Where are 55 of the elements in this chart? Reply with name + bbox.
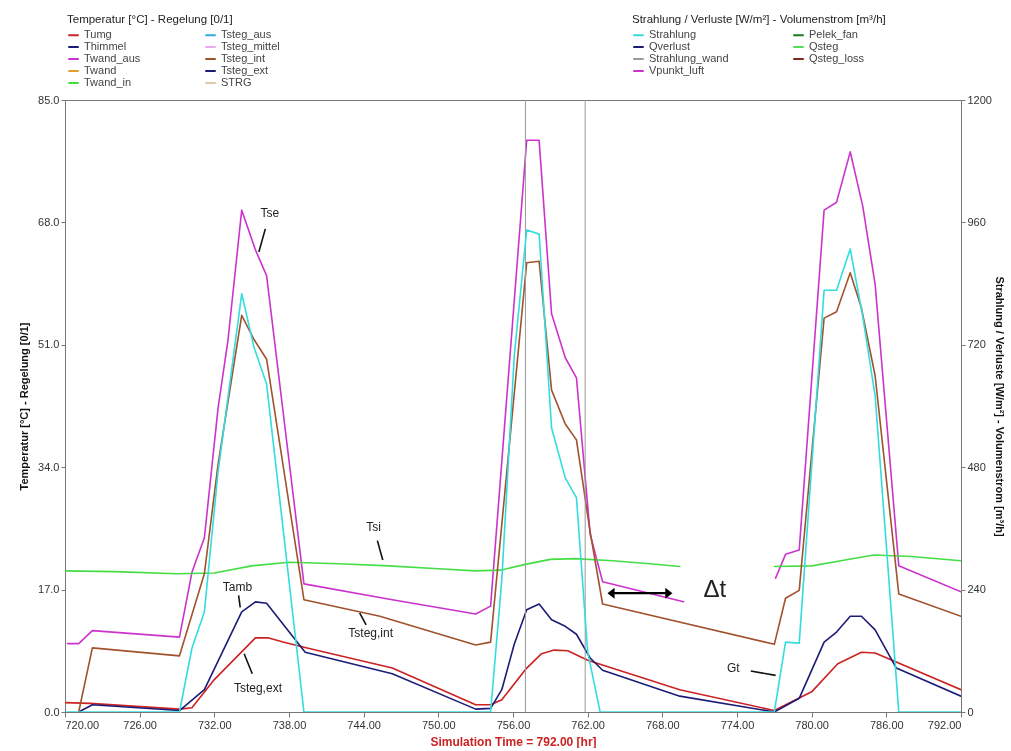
x-tick-label: 768.00 (646, 718, 680, 731)
y-tick-label: 17.0 (38, 583, 60, 596)
annotation: Tsteg,ext (233, 680, 283, 695)
annotation: Gt (726, 661, 741, 675)
y2-tick-label: 240 (967, 583, 986, 596)
y-tick-label: 51.0 (38, 338, 60, 351)
legend-label: Pelek_fan (809, 28, 858, 41)
legend-label: Vpunkt_luft (649, 64, 705, 76)
y2-tick-label: 720 (967, 338, 986, 351)
line-series (77, 601, 961, 712)
x-tick-label: 738.00 (272, 718, 307, 731)
y2-tick-label: 1200 (967, 93, 992, 106)
x-tick-label: 792.00 (927, 718, 962, 731)
x-tick-label: 780.00 (795, 718, 829, 731)
y2-tick-label: 960 (967, 215, 986, 228)
x-tick-label: 786.00 (870, 718, 904, 731)
annotation: Tse (260, 205, 280, 220)
legend-label: Qsteg (809, 40, 839, 52)
y2-tick-label: 0 (967, 705, 974, 718)
legend-label: Strahlung (649, 28, 697, 41)
y-tick-label: 68.0 (38, 215, 60, 228)
y-axis-title: Temperatur [°C] - Regelung [0/1] (18, 322, 31, 491)
legend-label: Qsteg_loss (809, 52, 865, 64)
annotation: Tsi (366, 519, 381, 534)
legend-label: Twand_aus (84, 52, 141, 64)
annotation: Tsteg,int (348, 626, 394, 641)
legend-label: Strahlung_wand (649, 52, 729, 64)
text: Strahlung / Verluste [W/m²] - Volumenstrom [m³/h] (632, 13, 886, 25)
x-tick-label: 726.00 (123, 718, 157, 731)
annotation: Δt (703, 575, 727, 603)
legend-label: Tsteg_aus (221, 28, 272, 41)
legend-label: Qverlust (649, 40, 690, 52)
y-tick-label: 34.0 (38, 460, 60, 473)
x-tick-label: 720.00 (65, 718, 100, 731)
legend-label: Tsteg_int (221, 52, 266, 64)
x-tick-label: 756.00 (496, 718, 531, 731)
y-tick-label: 85.0 (38, 93, 60, 106)
legend-label: STRG (221, 76, 252, 88)
x-tick-label: 732.00 (198, 718, 232, 731)
x-tick-label: 750.00 (422, 718, 456, 731)
legend-label: Tsteg_mittel (221, 40, 280, 52)
legend-label: Tsteg_ext (221, 64, 269, 76)
annotation: Tamb (222, 580, 253, 595)
legend-label: Thimmel (84, 40, 127, 52)
y2-axis-title: Strahlung / Verluste [W/m²] - Volumenstrom [m³/h] (993, 276, 1006, 537)
x-tick-label: 744.00 (347, 718, 381, 731)
legend-label: Tumg (84, 28, 112, 41)
x-tick-label: 762.00 (571, 718, 605, 731)
x-axis-title: Simulation Time = 792.00 [hr] (430, 734, 597, 749)
y2-tick-label: 480 (967, 460, 986, 473)
y-tick-label: 0.0 (44, 705, 60, 718)
legend-title: Temperatur [°C] - Regelung [0/1] (67, 13, 233, 25)
legend-label: Twand (84, 64, 117, 76)
x-tick-label: 774.00 (720, 718, 755, 731)
legend-label: Twand_in (84, 76, 132, 88)
